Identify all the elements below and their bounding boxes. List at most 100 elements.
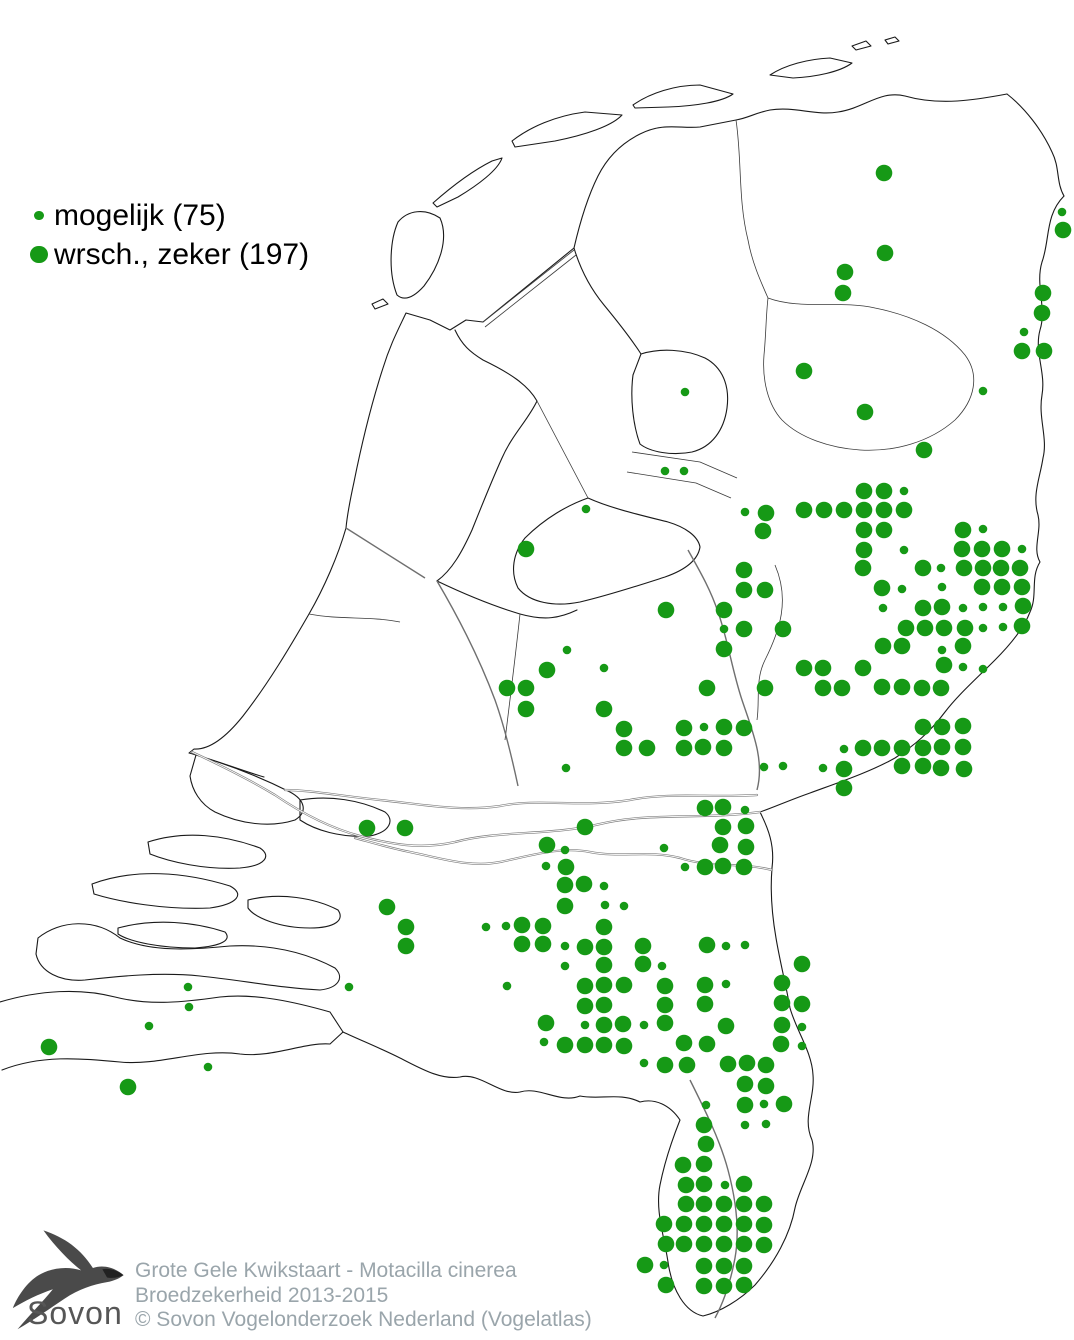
map-dot-large <box>615 720 633 738</box>
map-dot-large <box>695 1116 713 1134</box>
map-dot-small <box>144 1021 154 1031</box>
map-dot-large <box>556 876 574 894</box>
coastline-north-west <box>188 93 1008 778</box>
map-dot-large <box>735 620 753 638</box>
map-dot-large <box>855 501 873 519</box>
map-dot-small <box>1019 327 1029 337</box>
map-dot-large <box>695 1257 713 1275</box>
legend-label-zeker: wrsch., zeker (197) <box>54 237 310 271</box>
map-dot-large <box>873 678 891 696</box>
island-schouwen <box>91 873 239 909</box>
map-dot-large <box>815 501 833 519</box>
map-dot-small <box>978 664 988 674</box>
map-dot-large <box>935 656 953 674</box>
map-captions: Grote Gele Kwikstaart - Motacilla cinere… <box>135 1259 592 1333</box>
map-dot-large <box>715 1215 733 1233</box>
map-dot-small <box>541 861 551 871</box>
map-dot-small <box>481 922 491 932</box>
map-dot-small <box>740 940 750 950</box>
island-rottum-1 <box>851 40 872 51</box>
map-dot-small <box>501 921 511 931</box>
swallow-icon <box>12 1230 124 1330</box>
map-dot-large <box>955 559 973 577</box>
map-dot-small <box>797 1022 807 1032</box>
map-dot-small <box>639 1020 649 1030</box>
map-dot-large <box>695 1277 713 1295</box>
river-waal <box>190 750 762 847</box>
map-dot-large <box>736 1096 754 1114</box>
map-dot-large <box>595 1016 613 1034</box>
map-dot-large <box>513 935 531 953</box>
map-dot-small <box>978 623 988 633</box>
island-voorne <box>189 754 304 825</box>
map-dot-large <box>657 1235 675 1253</box>
map-dot-small <box>778 761 788 771</box>
map-dot-large <box>895 501 913 519</box>
map-dot-small <box>878 603 888 613</box>
map-dot-large <box>715 1257 733 1275</box>
map-dot-large <box>834 284 852 302</box>
map-dot-large <box>534 935 552 953</box>
map-dot-small <box>560 845 570 855</box>
legend-large-dot-icon <box>24 245 54 264</box>
map-dot-large <box>556 1036 574 1054</box>
map-dot-small <box>897 584 907 594</box>
map-dot-small <box>978 524 988 534</box>
map-dot-large <box>757 504 775 522</box>
map-dot-large <box>657 601 675 619</box>
map-dot-small <box>680 387 690 397</box>
caption-period: Broedzekerheid 2013-2015 <box>135 1283 389 1307</box>
map-dot-large <box>913 679 931 697</box>
map-dot-large <box>835 760 853 778</box>
map-dot-large <box>755 1216 773 1234</box>
map-dot-large <box>914 757 932 775</box>
map-dot-large <box>974 559 992 577</box>
map-dot-large <box>833 679 851 697</box>
map-dot-large <box>634 937 652 955</box>
map-dot-small <box>660 466 670 476</box>
map-dot-large <box>615 1037 633 1055</box>
map-dot-large <box>711 836 729 854</box>
zeeuws-vlaanderen <box>0 990 344 1033</box>
map-dot-large <box>735 1215 753 1233</box>
houtribdijk <box>536 400 589 499</box>
map-dot-large <box>656 1014 674 1032</box>
map-dot-large <box>916 619 934 637</box>
map-dot-large <box>576 997 594 1015</box>
map-dot-large <box>655 1215 673 1233</box>
map-dot-small <box>203 1062 213 1072</box>
gooi-shore <box>436 580 578 619</box>
map-dot-large <box>875 164 893 182</box>
swallow-head-icon <box>102 1268 124 1278</box>
map-dot-large <box>876 244 894 262</box>
map-dot-small <box>978 602 988 612</box>
map-dot-large <box>954 717 972 735</box>
map-dot-large <box>854 739 872 757</box>
map-dot-large <box>836 263 854 281</box>
map-dot-large <box>696 799 714 817</box>
island-texel <box>390 211 445 299</box>
river-nederrijn <box>283 788 759 810</box>
island-terschelling <box>511 111 623 148</box>
map-dot-large <box>674 1156 692 1174</box>
map-dot-large <box>615 739 633 757</box>
map-dot-large <box>855 482 873 500</box>
map-dot-large <box>735 858 753 876</box>
map-dot-large <box>595 976 613 994</box>
map-dot-large <box>755 1195 773 1213</box>
map-dot-large <box>772 1035 790 1053</box>
map-dot-large <box>717 1017 735 1035</box>
map-dot-large <box>814 679 832 697</box>
map-dot-large <box>715 1277 733 1295</box>
map-dot-large <box>1013 578 1031 596</box>
map-dot-small <box>759 762 769 772</box>
map-dot-large <box>714 857 732 875</box>
border-drenthe <box>763 297 974 451</box>
map-dot-large <box>677 1195 695 1213</box>
island-vlieland <box>432 157 503 208</box>
noordoostpolder <box>631 349 729 455</box>
map-dot-large <box>638 739 656 757</box>
map-dot-large <box>737 817 755 835</box>
map-dot-small <box>659 1260 669 1270</box>
